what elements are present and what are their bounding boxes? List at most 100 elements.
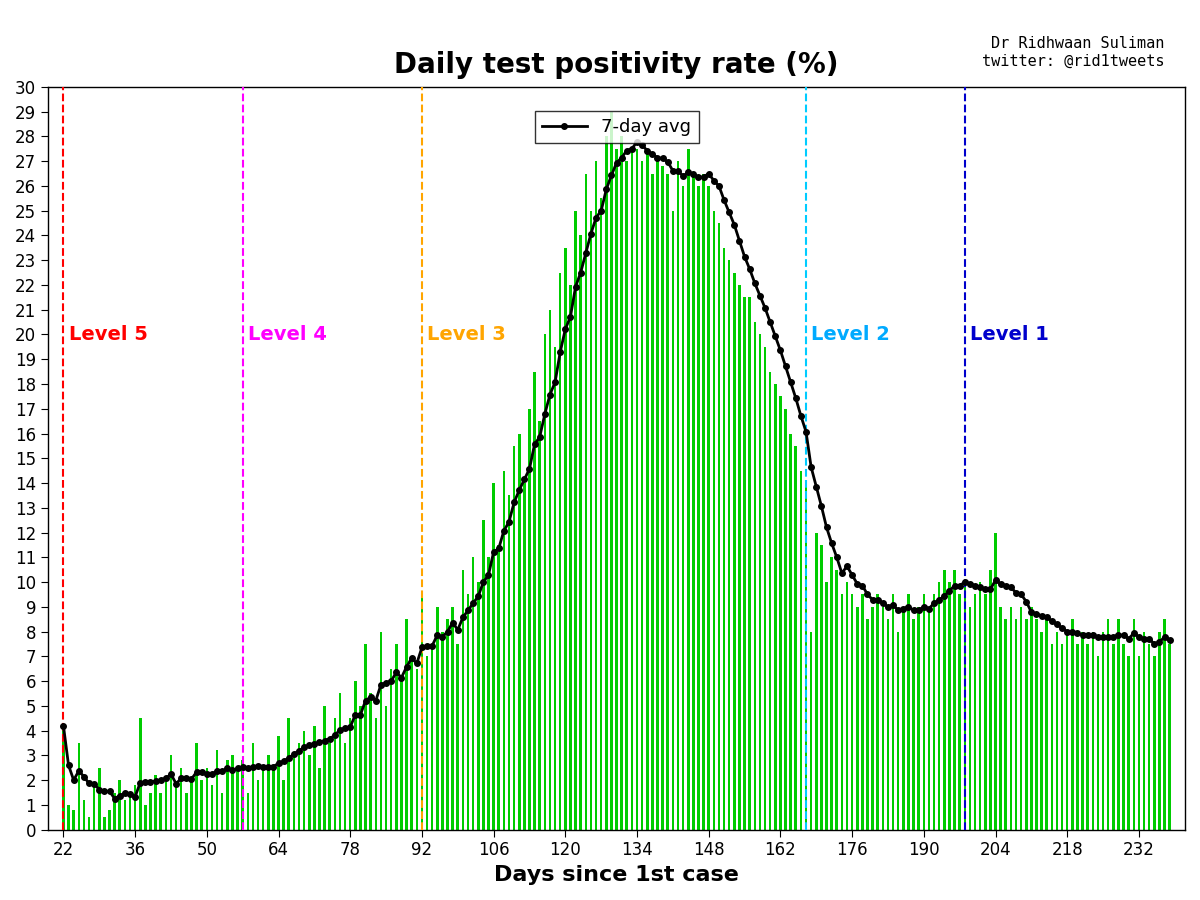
Bar [518,434,521,830]
Bar [794,446,797,830]
Bar [666,174,670,830]
Bar [1092,632,1094,830]
Bar [323,706,326,830]
Bar [892,594,894,830]
Bar [164,780,167,830]
Bar [308,755,311,830]
Bar [826,582,828,830]
Bar [344,743,347,830]
Text: Dr Ridhwaan Suliman
twitter: @rid1tweets: Dr Ridhwaan Suliman twitter: @rid1tweets [982,36,1164,68]
Bar [631,148,634,830]
Bar [989,570,991,830]
Bar [476,582,480,830]
Bar [365,644,367,830]
Bar [580,236,582,830]
7-day avg [108,793,122,804]
Bar [482,520,485,830]
Bar [232,755,234,830]
Bar [774,384,776,830]
Bar [533,372,536,830]
Bar [196,743,198,830]
Bar [272,768,275,830]
Bar [1122,644,1124,830]
Bar [743,297,746,830]
Bar [385,706,388,830]
Bar [508,495,510,830]
7-day avg [389,667,403,678]
Bar [144,805,146,830]
Bar [610,112,613,830]
Bar [175,785,178,830]
Bar [415,669,418,830]
Bar [754,322,756,830]
Bar [672,211,674,830]
Bar [1163,619,1165,830]
Text: Level 3: Level 3 [427,325,505,344]
Text: Level 5: Level 5 [68,325,148,344]
Bar [1127,656,1130,830]
Bar [62,725,65,830]
Bar [902,607,905,830]
Bar [938,582,941,830]
Bar [584,174,587,830]
Bar [876,594,878,830]
Bar [799,471,802,830]
Bar [103,817,106,830]
Bar [451,607,454,830]
Bar [334,718,336,830]
Bar [180,768,182,830]
Bar [708,186,710,830]
Bar [421,594,424,830]
Bar [134,785,137,830]
7-day avg [373,680,388,690]
7-day avg [1163,635,1177,646]
Bar [677,161,679,830]
Bar [692,174,695,830]
Bar [1020,607,1022,830]
Bar [472,557,474,830]
Bar [302,731,306,830]
Bar [1158,632,1160,830]
Bar [1133,619,1135,830]
Bar [456,644,460,830]
Bar [779,396,781,830]
Bar [277,735,280,830]
Bar [943,570,946,830]
Bar [785,409,787,830]
Bar [503,471,505,830]
Bar [907,594,910,830]
Bar [964,582,966,830]
Bar [840,594,844,830]
Bar [498,544,500,830]
Bar [241,760,244,830]
Bar [932,594,935,830]
Bar [539,421,541,830]
Bar [185,793,187,830]
Bar [1086,644,1088,830]
Bar [769,372,772,830]
Bar [569,285,571,830]
Bar [282,780,284,830]
Bar [528,409,530,830]
Bar [713,211,715,830]
Bar [72,810,74,830]
Bar [205,768,208,830]
Bar [589,211,593,830]
Bar [1076,644,1079,830]
Bar [252,743,254,830]
Bar [462,570,464,830]
Bar [446,619,449,830]
Bar [758,335,761,830]
Bar [1102,632,1104,830]
Bar [646,148,648,830]
Bar [1138,656,1140,830]
Bar [119,780,121,830]
Bar [652,174,654,830]
Bar [426,656,428,830]
Bar [298,743,300,830]
Bar [871,607,874,830]
Bar [564,248,566,830]
Bar [718,223,720,830]
Bar [733,273,736,830]
Bar [78,743,80,830]
